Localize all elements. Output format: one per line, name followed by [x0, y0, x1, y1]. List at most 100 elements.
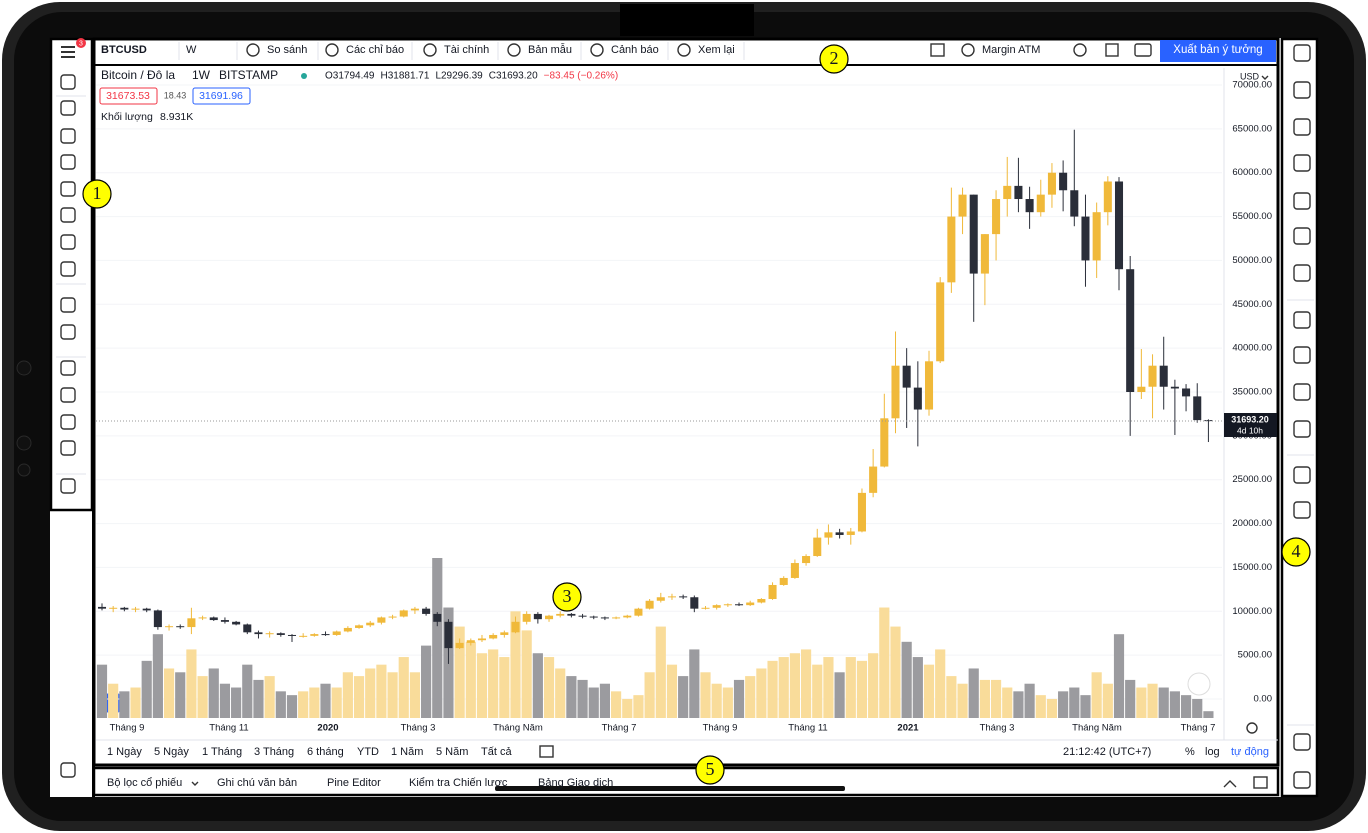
timeframe-button[interactable]: 5 Năm	[436, 746, 468, 758]
y-tick-label: 70000.00	[1232, 80, 1272, 91]
side-button	[17, 463, 31, 477]
volume-bar	[868, 653, 879, 718]
annotation-number: 1	[93, 183, 102, 203]
candle-body	[947, 216, 956, 283]
scale-option[interactable]: %	[1185, 746, 1195, 758]
volume-bar	[152, 634, 163, 718]
volume-bar	[309, 687, 320, 718]
candle-body	[287, 634, 297, 636]
candle-body	[645, 600, 654, 609]
volume-bar	[655, 626, 666, 718]
annotation-number: 4	[1292, 541, 1301, 561]
x-tick-label: 2020	[317, 723, 338, 734]
timeframe-button[interactable]: 3 Tháng	[254, 746, 294, 758]
candle-body	[1047, 172, 1056, 195]
candle-body	[1114, 181, 1124, 270]
bottom-tab[interactable]: Kiểm tra Chiến lược	[409, 777, 508, 789]
volume-bar	[1147, 683, 1158, 718]
sidebar-icon	[1293, 118, 1311, 136]
y-tick-label: 20000.00	[1232, 518, 1272, 529]
candle-body	[712, 605, 721, 608]
toolbar-item[interactable]: Xem lại	[698, 44, 735, 56]
tool-icon	[60, 414, 76, 430]
volume-bar	[163, 668, 175, 718]
volume-bar	[778, 657, 789, 718]
timeframe-button[interactable]: YTD	[357, 746, 379, 758]
timeframe-button[interactable]: 1 Ngày	[107, 746, 142, 758]
clock: 21:12:42 (UTC+7)	[1063, 746, 1151, 758]
timeframe-button[interactable]: 1 Tháng	[202, 746, 242, 758]
volume-bar	[968, 668, 979, 718]
volume-bar	[700, 672, 711, 718]
candle-body	[857, 492, 866, 532]
volume-bar	[1125, 679, 1136, 718]
candle-body	[779, 577, 788, 585]
settings-icon	[1246, 722, 1258, 734]
volume-bar	[1203, 711, 1214, 718]
toolbar-icon	[246, 43, 260, 57]
candle-body	[891, 365, 900, 419]
candle-body	[723, 604, 732, 606]
candle-body	[533, 613, 542, 620]
scale-option[interactable]: log	[1205, 746, 1220, 758]
candle-body	[1070, 190, 1079, 217]
candle-body	[969, 194, 978, 274]
margin-menu[interactable]: Margin ATM	[982, 44, 1040, 56]
timeframe-button[interactable]: Tất cả	[481, 746, 512, 758]
volume-bar	[733, 679, 745, 718]
annotation-circle	[819, 44, 849, 74]
candle-body	[366, 622, 375, 626]
toolbar-item[interactable]: Tài chính	[444, 44, 489, 56]
bottom-tab[interactable]: Bảng Giao dịch	[538, 777, 613, 789]
tool-icon	[60, 762, 76, 778]
candle-body	[556, 613, 565, 616]
candle-body	[187, 618, 196, 628]
sidebar-icon	[1293, 466, 1311, 484]
publish-label[interactable]: Xuất bản ý tưởng	[1173, 44, 1262, 56]
annotation-circle	[552, 582, 582, 612]
candle-body	[936, 282, 945, 362]
volume-bar	[1113, 634, 1125, 718]
timeframe-button[interactable]: 5 Ngày	[154, 746, 189, 758]
ohlc-value: −83.45 (−0.26%)	[544, 71, 619, 82]
toolbar-item[interactable]: Cảnh báo	[611, 44, 659, 56]
chart-interval: 1W	[192, 68, 211, 82]
candle-body	[1182, 388, 1191, 397]
bottom-tab[interactable]: Ghi chú văn bản	[217, 777, 297, 789]
timeframe-button[interactable]: 1 Năm	[391, 746, 423, 758]
candle-body	[299, 635, 308, 637]
ask: 31691.96	[199, 90, 243, 102]
candle-body	[466, 640, 475, 643]
toolbar-item[interactable]: So sánh	[267, 44, 307, 56]
candle-body	[220, 620, 229, 622]
timeframe-button[interactable]: 6 tháng	[307, 746, 344, 758]
ohlc-value: L29296.39	[435, 71, 483, 82]
volume-bar	[1002, 687, 1013, 718]
candle-body	[600, 617, 609, 619]
volume-bar	[823, 657, 834, 718]
candle-body	[1092, 212, 1101, 261]
scroll-button	[1187, 672, 1211, 696]
bottom-tab[interactable]: Bộ lọc cổ phiếu	[107, 777, 182, 789]
publish-button[interactable]	[1160, 40, 1276, 62]
volume-bar	[678, 676, 689, 718]
candle-body	[97, 606, 107, 609]
annotation-number: 5	[706, 759, 715, 779]
toolbar-item[interactable]: Bản mẫu	[528, 43, 572, 56]
toolbar-item[interactable]: Các chỉ báo	[346, 44, 404, 56]
volume-bar	[912, 657, 923, 718]
sidebar-icon	[1293, 44, 1311, 62]
sidebar-icon	[1293, 501, 1311, 519]
candle-body	[131, 608, 140, 610]
candle-body	[355, 625, 364, 628]
bottom-tab[interactable]: Pine Editor	[327, 777, 381, 789]
tool-icon	[60, 154, 76, 170]
y-tick-label: 40000.00	[1232, 343, 1272, 354]
y-tick-label: 60000.00	[1232, 167, 1272, 178]
toolbar-icon	[961, 43, 975, 57]
candle-body	[1025, 199, 1034, 213]
candle-body	[980, 234, 989, 274]
candle-body	[522, 613, 531, 622]
scale-option[interactable]: tự động	[1231, 746, 1269, 758]
